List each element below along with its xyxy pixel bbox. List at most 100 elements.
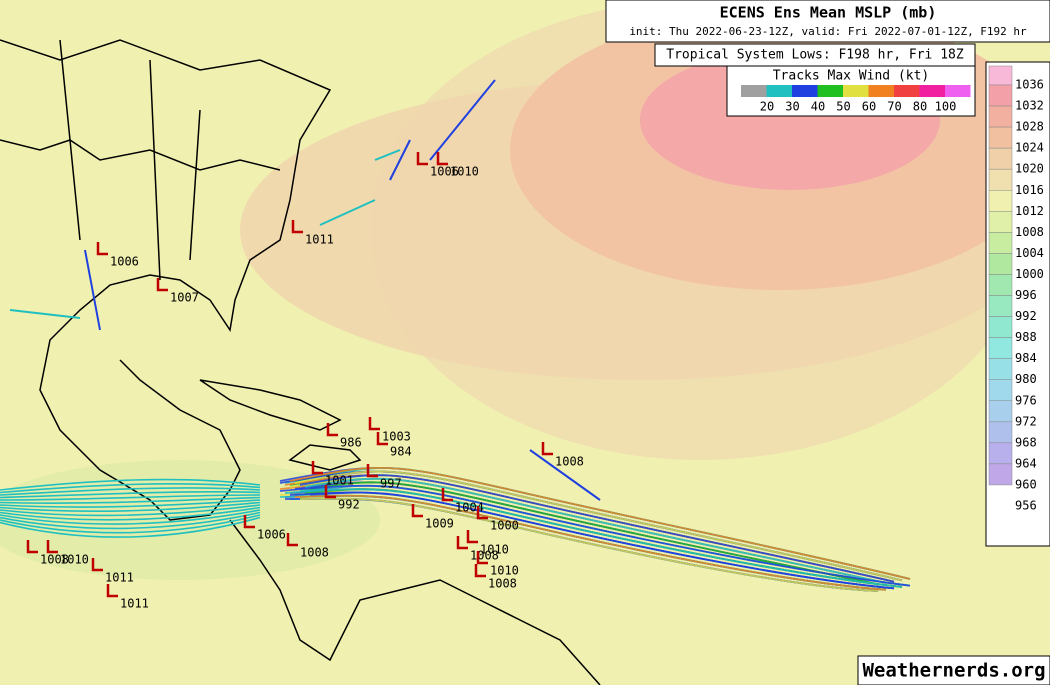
title-box: ECENS Ens Mean MSLP (mb) init: Thu 2022-… [605,0,1050,117]
low-marker [311,461,323,475]
colorbar-label: 1020 [1015,162,1044,176]
track [0,509,261,525]
wind-swatch [792,85,818,97]
wind-swatch [945,85,971,97]
storm-tracks [0,79,911,592]
low-marker [46,540,58,554]
low-marker [156,278,168,292]
low-marker [476,551,488,565]
low-marker [436,152,448,166]
track-legend-title: Tracks Max Wind (kt) [773,69,930,84]
colorbar-swatch [988,168,1013,191]
colorbar-label: 964 [1015,456,1037,470]
pressure-label: 1009 [425,517,454,531]
colorbar-label: 1012 [1015,204,1044,218]
low-marker [324,485,336,499]
track [0,516,261,538]
colorbar-swatch [988,274,1013,296]
low-marker [441,488,453,502]
track [0,504,261,517]
track [0,491,261,499]
track [304,477,887,584]
wind-label: 80 [913,100,927,114]
colorbar-swatch [988,295,1013,317]
low-marker [416,152,428,166]
colorbar: 1036 1032 1028 1024 1020 1016 1012 1008 1004 1000… [985,61,1050,547]
low-marker [476,506,488,520]
track [0,514,261,534]
colorbar-label: 960 [1015,477,1037,491]
track [289,491,895,590]
colorbar-swatch [988,442,1013,465]
low-marker [366,464,378,478]
track [0,501,261,513]
wind-swatch [868,85,894,97]
colorbar-swatch [988,147,1013,170]
colorbar-label: 1016 [1015,183,1044,197]
pressure-label: 1003 [382,430,411,444]
track [0,499,261,508]
pressure-label: 1006 [257,528,286,542]
colorbar-label: 992 [1015,309,1037,323]
low-marker [243,515,255,529]
colorbar-label: 980 [1015,372,1037,386]
track [284,488,903,588]
colorbar-label: 972 [1015,414,1037,428]
low-marker [376,432,388,446]
track [0,487,261,496]
pressure-label: 1011 [120,597,149,611]
wind-label: 40 [811,100,825,114]
wind-label: 30 [785,100,799,114]
low-marker [326,423,338,437]
pressure-label: 1010 [480,543,509,557]
colorbar-label: 1036 [1015,78,1044,92]
wind-label: 20 [760,100,774,114]
low-marker [368,417,380,431]
colorbar-swatch [988,190,1013,212]
track-legend: 20 30 40 50 60 70 80 100 [741,85,971,114]
low-marker [411,504,423,518]
low-marker [474,564,486,578]
colorbar-swatch [988,232,1013,254]
colorbar-swatch [988,421,1013,444]
colorbar-label: 1000 [1015,267,1044,281]
track [0,506,261,521]
watermark-box [857,655,1050,685]
colorbar-swatch [988,337,1013,359]
pressure-label: 1008 [488,577,517,591]
colorbar-label: 1032 [1015,99,1044,113]
coastlines [0,39,601,685]
pressure-label: 1006 [430,165,459,179]
track [374,149,401,161]
colorbar-swatch [988,105,1013,128]
track [279,484,911,587]
track [389,139,411,181]
subtitle: Tropical System Lows: F198 hr, Fri 18Z [666,48,964,63]
low-marker [91,558,103,572]
wind-label: 70 [887,100,901,114]
track [429,79,496,161]
pressure-label: 984 [390,445,412,459]
colorbar-label: 1024 [1015,141,1044,155]
low-marker [291,220,303,234]
track [0,478,261,491]
pressure-label: 1010 [450,165,479,179]
low-marker [26,540,38,554]
track [294,494,887,591]
pressure-label: 1000 [490,519,519,533]
track [84,249,101,331]
watermark: Weathernerds.org [862,660,1045,682]
pressure-label: 1011 [305,233,334,247]
track [299,497,879,592]
colorbar-label: 1028 [1015,120,1044,134]
track [0,496,261,504]
pressure-label: 1010 [60,553,89,567]
title: ECENS Ens Mean MSLP (mb) [720,4,937,22]
pressure-label: 986 [340,436,362,450]
colorbar-label: 1008 [1015,225,1044,239]
colorbar-label: 996 [1015,288,1037,302]
wind-label: 60 [862,100,876,114]
colorbar-swatch [988,400,1013,423]
colorbar-swatch [988,463,1013,486]
colorbar-swatch [988,211,1013,233]
